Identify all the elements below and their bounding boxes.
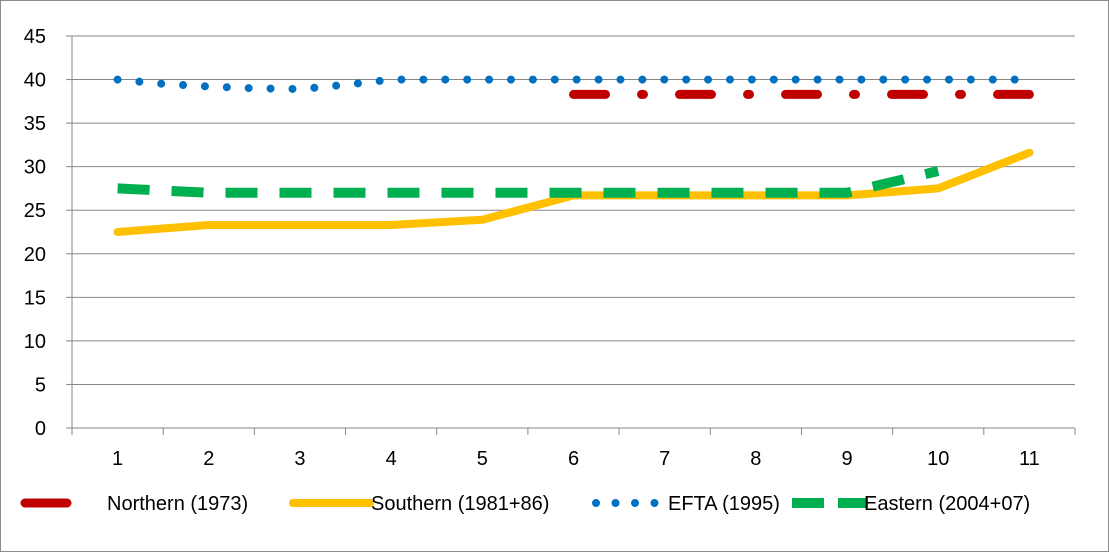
series-line-efta-1995 — [113, 75, 1034, 94]
y-tick-label: 15 — [24, 287, 46, 309]
legend-label: EFTA (1995) — [668, 493, 780, 515]
x-tick-label: 10 — [927, 448, 949, 470]
x-tick-label: 4 — [386, 448, 397, 470]
x-tick-label: 2 — [203, 448, 214, 470]
legend-item-efta-1995: EFTA (1995) — [592, 493, 780, 515]
y-tick-label: 45 — [24, 26, 46, 48]
x-tick-label: 6 — [568, 448, 579, 470]
y-tick-label: 0 — [35, 418, 46, 440]
y-tick-label: 5 — [35, 374, 46, 396]
y-tick-label: 35 — [24, 113, 46, 135]
legend-item-eastern-2004-07: Eastern (2004+07) — [792, 493, 1030, 515]
series-line-eastern-2004-07 — [117, 166, 940, 198]
legend-label: Eastern (2004+07) — [864, 493, 1030, 515]
x-tick-label: 1 — [112, 448, 123, 470]
x-tick-label: 9 — [841, 448, 852, 470]
y-tick-label: 40 — [24, 70, 46, 92]
y-tick-label: 20 — [24, 244, 46, 266]
series-lines — [113, 75, 1034, 236]
gridlines — [72, 35, 1075, 385]
x-tick-label: 3 — [294, 448, 305, 470]
legend-item-northern-1973: Northern (1973) — [20, 493, 248, 515]
x-tick-label: 7 — [659, 448, 670, 470]
y-tick-label: 30 — [24, 157, 46, 179]
y-tick-label: 25 — [24, 200, 46, 222]
legend-label: Northern (1973) — [107, 493, 248, 515]
legend: Northern (1973) Southern (1981+86) EFTA (1… — [20, 493, 1030, 515]
y-tick-label: 10 — [24, 331, 46, 353]
legend-item-southern-1981-86: Southern (1981+86) — [289, 493, 549, 515]
x-tick-label: 11 — [1019, 448, 1040, 470]
x-tick-label: 8 — [750, 448, 761, 470]
x-tick-label: 5 — [477, 448, 488, 470]
legend-label: Southern (1981+86) — [371, 493, 549, 515]
